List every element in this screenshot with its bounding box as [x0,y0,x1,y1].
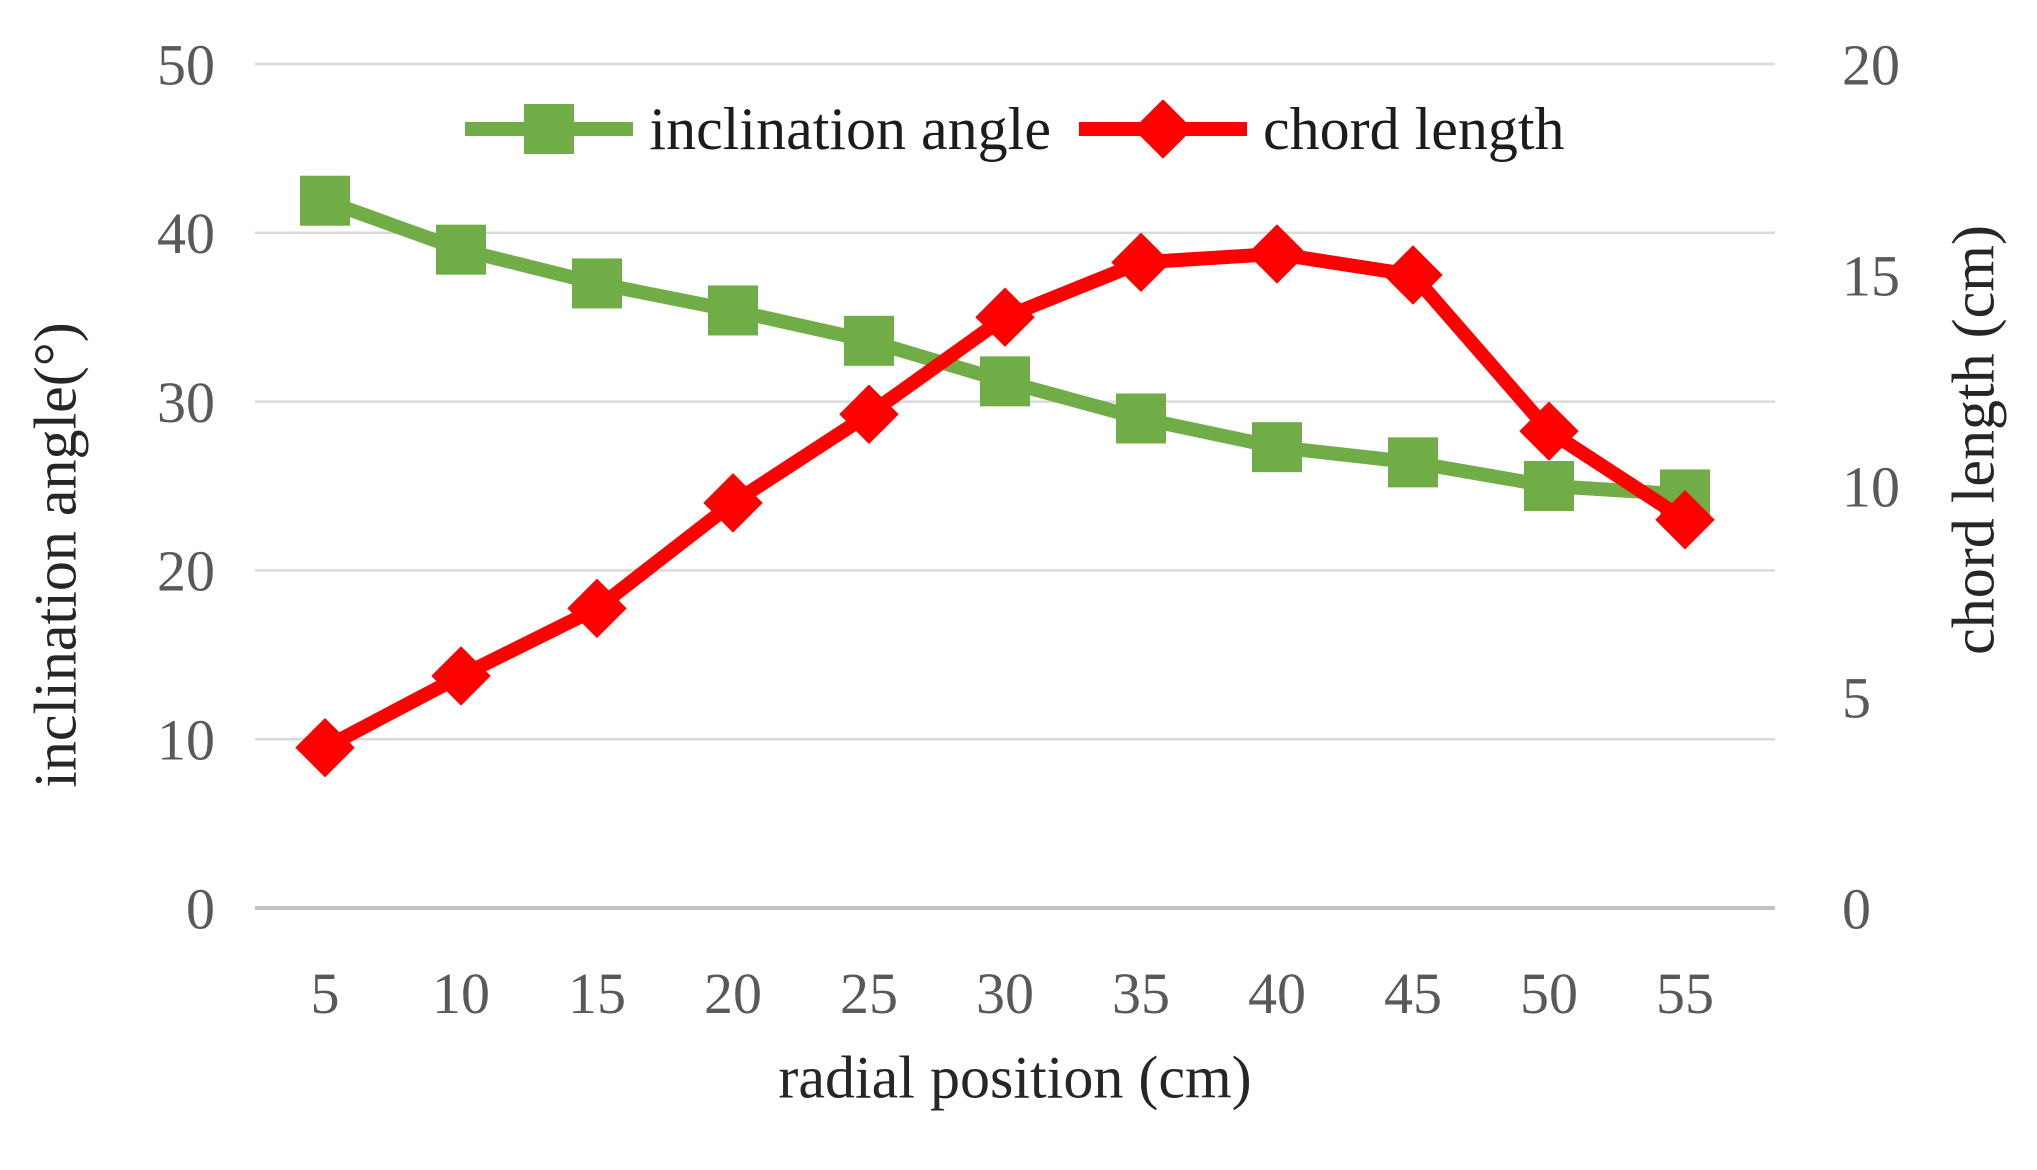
legend: inclination angle chord length [255,84,1775,174]
legend-label-chord-length: chord length [1262,95,1565,162]
x-axis-tick-label: 55 [1656,961,1714,1026]
legend-item-inclination-angle: inclination angle [465,95,1051,164]
diamond-marker [839,384,899,444]
square-marker [708,285,758,336]
right-axis-tick-label: 15 [1842,243,1900,308]
x-axis-tick-label: 45 [1384,961,1442,1026]
square-marker [844,315,894,366]
right-axis-tick-label: 5 [1842,665,1871,730]
line-diamond-marker-icon [1078,99,1247,159]
diamond-marker [1383,245,1443,305]
left-axis-tick-label: 50 [157,32,215,97]
square-marker [1524,461,1574,511]
right-axis-tick-label: 10 [1842,454,1900,519]
left-axis-tick-label: 10 [157,708,215,773]
diamond-marker [1111,232,1171,293]
legend-label-inclination-angle: inclination angle [649,95,1051,162]
x-axis-title: radial position (cm) [778,1044,1252,1111]
x-axis-tick-label: 10 [432,961,490,1026]
diamond-marker [1519,401,1579,461]
left-axis-tick-label: 30 [157,370,215,435]
diamond-marker [975,287,1035,347]
square-marker [1388,437,1438,488]
x-axis-tick-label: 20 [704,961,762,1026]
diamond-marker [295,717,355,778]
x-axis-tick-label: 15 [568,961,626,1026]
diamond-marker [1655,490,1715,550]
right-axis-title: chord length (cm) [1940,225,2007,655]
left-axis-tick-label: 40 [157,201,215,266]
series-chord-length [295,224,1715,778]
diamond-marker [431,646,491,706]
x-axis-tick-label: 35 [1112,961,1170,1026]
diamond-marker [703,473,763,533]
diamond-marker [1247,224,1307,284]
x-axis-tick-label: 50 [1520,961,1578,1026]
x-axis-tick-label: 30 [976,961,1034,1026]
x-axis-tick-label: 40 [1248,961,1306,1026]
left-axis-tick-label: 0 [186,876,215,941]
x-axis-tick-label: 5 [311,961,340,1026]
line-square-marker-icon [465,104,634,154]
square-marker [300,175,350,226]
square-marker [572,258,622,309]
series-inclination-angle [300,175,1710,520]
square-marker [436,224,486,275]
right-axis-tick-label: 0 [1842,876,1871,941]
legend-item-chord-length: chord length [1078,95,1565,164]
left-axis-tick-label: 20 [157,539,215,604]
right-axis-tick-label: 20 [1842,32,1900,97]
square-marker [980,356,1030,407]
diamond-marker [567,578,627,639]
x-axis-tick-label: 25 [840,961,898,1026]
left-axis-title: inclination angle(°) [22,322,89,788]
square-marker [1116,393,1166,444]
square-marker [1252,422,1302,473]
